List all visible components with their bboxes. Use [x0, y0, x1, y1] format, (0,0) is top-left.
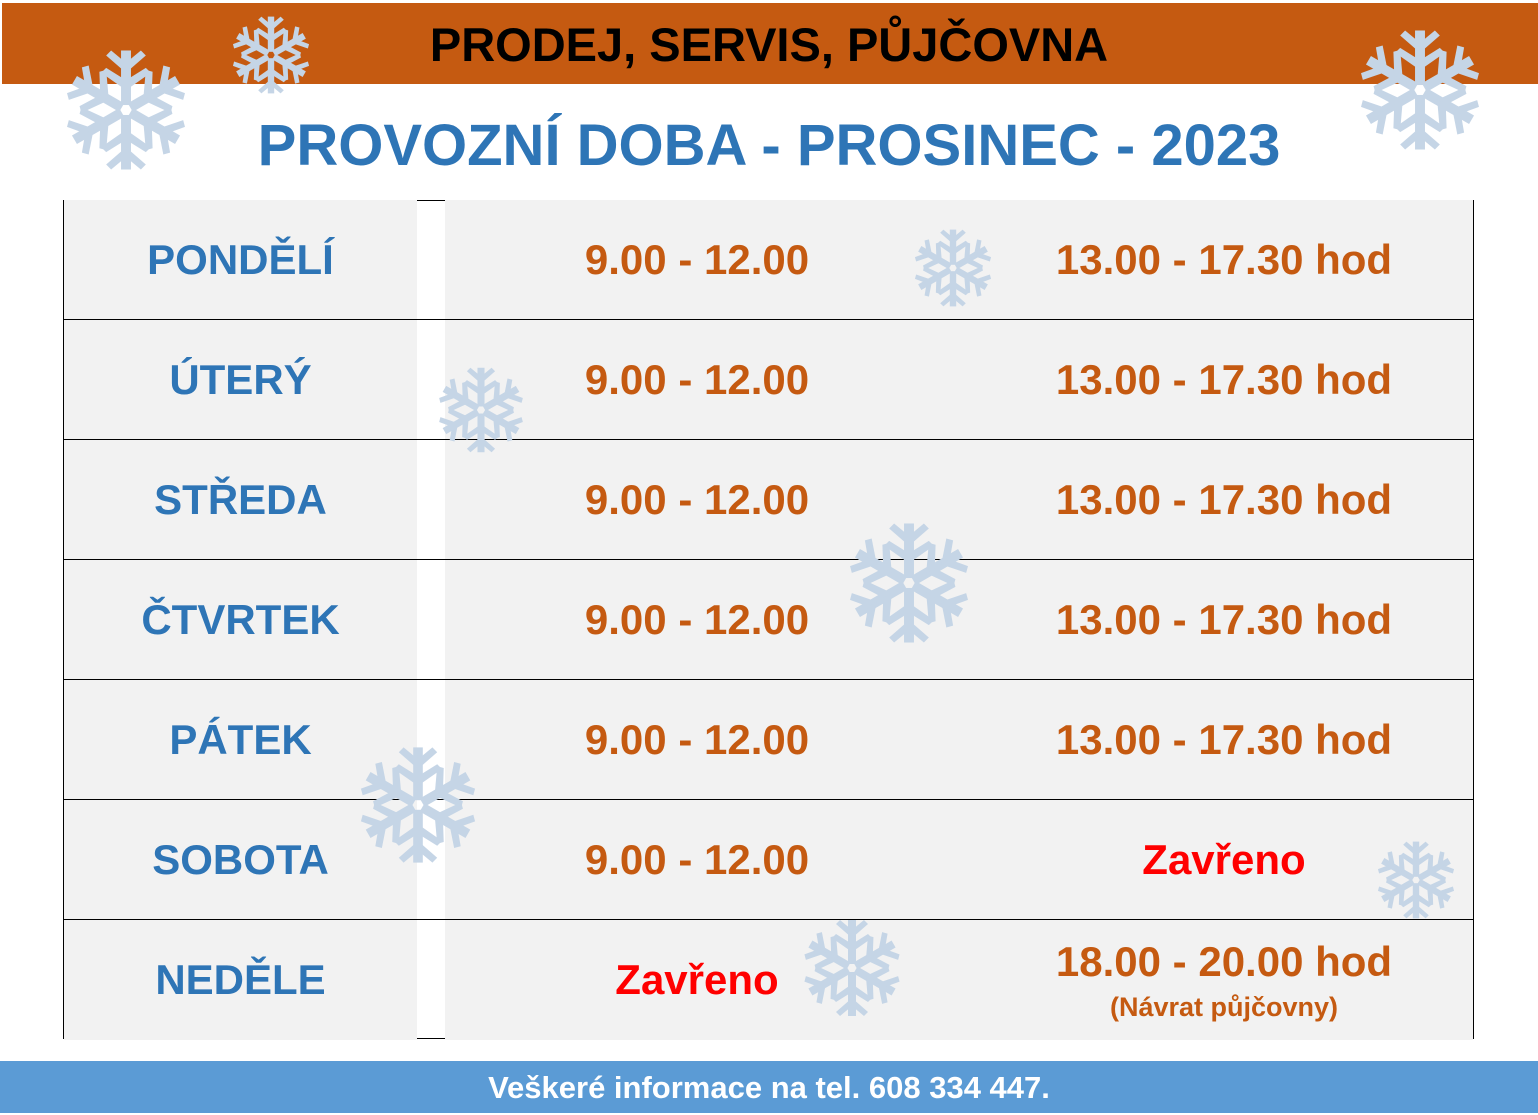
afternoon-hours: 13.00 - 17.30 hod: [1055, 715, 1393, 763]
afternoon-cell: 13.00 - 17.30 hod: [994, 560, 1454, 679]
afternoon-hours: 13.00 - 17.30 hod: [1055, 235, 1393, 283]
day-cell-bg: [64, 320, 417, 439]
day-cell-bg: [64, 200, 417, 319]
day-name: ČTVRTEK: [141, 595, 340, 643]
afternoon-cell: 13.00 - 17.30 hod: [994, 440, 1454, 559]
table-row: ČTVRTEK 9.00 - 12.00 13.00 - 17.30 hod: [64, 560, 1473, 680]
afternoon-hours: 13.00 - 17.30 hod: [1055, 355, 1393, 403]
morning-hours: 9.00 - 12.00: [584, 715, 810, 763]
table-row: PONDĚLÍ 9.00 - 12.00 13.00 - 17.30 hod: [64, 200, 1473, 320]
table-row: SOBOTA 9.00 - 12.00 Zavřeno: [64, 800, 1473, 920]
page-title: PROVOZNÍ DOBA - PROSINEC - 2023: [257, 113, 1281, 178]
day-name: PONDĚLÍ: [147, 235, 334, 283]
day-name: NEDĚLE: [155, 956, 326, 1003]
afternoon-hours: 13.00 - 17.30 hod: [1055, 595, 1393, 643]
afternoon-cell: Zavřeno: [994, 800, 1454, 919]
hours-note: (Návrat půjčovny): [1109, 991, 1339, 1022]
schedule-table: PONDĚLÍ 9.00 - 12.00 13.00 - 17.30 hod ÚTER…: [63, 200, 1474, 1040]
afternoon-cell: 13.00 - 17.30 hod: [994, 320, 1454, 439]
day-name: STŘEDA: [154, 475, 327, 523]
day-cell-bg: [64, 920, 417, 1040]
table-row: STŘEDA 9.00 - 12.00 13.00 - 17.30 hod: [64, 440, 1473, 560]
day-name: SOBOTA: [152, 835, 329, 883]
footer-contact: Veškeré informace na tel. 608 334 447.: [0, 1061, 1538, 1113]
hours-cell-bg: [445, 800, 1473, 919]
morning-hours: Zavřeno: [615, 956, 779, 1003]
hours-cell-bg: [445, 560, 1473, 679]
hours-cell-bg: [445, 320, 1473, 439]
snowflake-icon: [913, 228, 993, 313]
morning-hours: 9.00 - 12.00: [584, 355, 810, 403]
day-cell-bg: [64, 560, 417, 679]
afternoon-hours: 13.00 - 17.30 hod: [1055, 475, 1393, 523]
day-cell-bg: [64, 440, 417, 559]
header-title: PRODEJ, SERVIS, PŮJČOVNA: [429, 18, 1109, 71]
day-name: ÚTERÝ: [169, 355, 312, 403]
afternoon-hours: Zavřeno: [1142, 835, 1306, 883]
afternoon-cell: 13.00 - 17.30 hod: [994, 680, 1454, 799]
morning-hours: 9.00 - 12.00: [584, 235, 810, 283]
morning-hours: 9.00 - 12.00: [584, 475, 810, 523]
morning-hours: 9.00 - 12.00: [584, 595, 810, 643]
table-row: ÚTERÝ 9.00 - 12.00 13.00 - 17.30 hod: [64, 320, 1473, 440]
hours-cell-bg: [445, 680, 1473, 799]
hours-cell-bg: [445, 920, 1473, 1040]
table-row: NEDĚLE Zavřeno 18.00 - 20.00 hod (Návrat pů…: [64, 920, 1473, 1040]
afternoon-cell: 18.00 - 20.00 hod (Návrat půjčovny): [994, 920, 1454, 1040]
afternoon-cell: 13.00 - 17.30 hod: [994, 200, 1454, 319]
snowflake-icon: [437, 366, 525, 459]
day-cell-bg: [64, 680, 417, 799]
afternoon-hours: 18.00 - 20.00 hod: [1055, 937, 1393, 985]
day-cell-bg: [64, 800, 417, 919]
hours-cell-bg: [445, 440, 1473, 559]
morning-hours: 9.00 - 12.00: [584, 835, 810, 883]
table-row: PÁTEK 9.00 - 12.00 13.00 - 17.30 hod: [64, 680, 1473, 800]
day-name: PÁTEK: [169, 715, 312, 763]
